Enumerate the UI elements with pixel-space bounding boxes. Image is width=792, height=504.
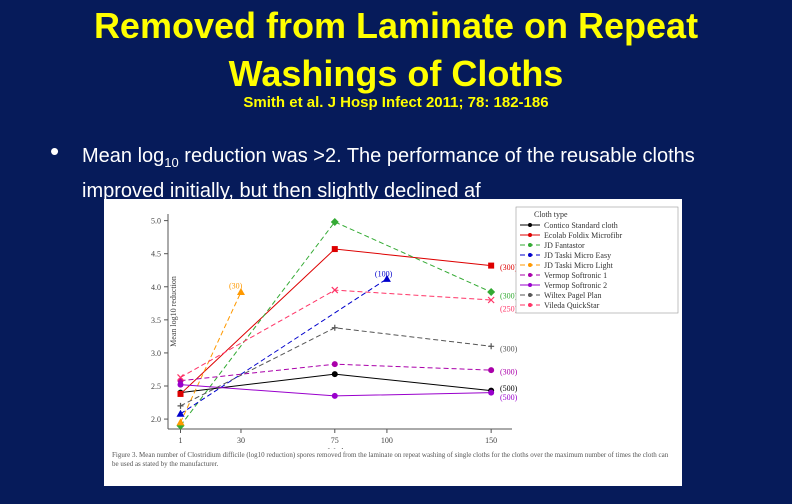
data-label: (500) [500,393,518,402]
x-tick-label: 150 [485,436,497,445]
data-label: (300) [500,367,518,376]
bullet-text-after: reduction was >2. The performance of the… [82,145,695,202]
bullet-text-before: Mean log [82,145,165,167]
legend-entry: JD Fantastor [544,241,585,250]
series-line [180,291,242,423]
citation: Smith et al. J Hosp Infect 2011; 78: 182… [243,94,549,111]
data-point [330,217,339,226]
slide-title-line-1: Removed from Laminate on Repeat [93,5,699,46]
data-label: (300) [500,344,518,353]
data-point [488,343,495,350]
legend-entry: Wiltex Pagel Plan [544,291,601,300]
legend-marker [528,273,532,277]
data-point [176,418,185,426]
x-axis-label: Washes [328,447,352,449]
data-point [331,324,338,331]
bullet-subscript: 10 [164,155,179,170]
legend-entry: Vermop Softronic 1 [544,271,607,280]
legend-marker [528,233,532,237]
legend-marker [528,283,532,287]
data-point [236,288,245,296]
y-tick-label: 3.5 [151,316,161,325]
x-tick-label: 100 [381,436,393,445]
y-tick-label: 2.5 [151,382,161,391]
line-chart: 2.0 2.5 3.0 3.5 4.0 4.5 5.0 1 30 75 100 150 Washes Me… [151,206,679,449]
legend-marker [528,243,532,247]
data-point [331,392,338,399]
y-tick-label: 3.0 [151,349,161,358]
slide-title-line-2: Washings of Cloths [228,53,564,94]
legend-entry: Vileda QuickStar [544,301,600,310]
data-point [331,361,338,368]
legend-entry: Contico Standard cloth [544,221,618,230]
legend-marker [528,253,532,257]
x-tick-label: 1 [179,436,183,445]
legend-marker [528,223,532,227]
data-label: (300) [500,263,518,272]
data-label: (500) [500,384,518,393]
legend-marker [528,293,532,297]
data-point [331,371,338,378]
data-point [331,286,339,294]
data-point [488,262,495,269]
bullet-text: Mean log10 reduction was >2. The perform… [82,142,722,205]
legend-entry: JD Taski Micro Easy [544,251,611,260]
data-point [177,381,184,388]
legend-entry: Ecolab Foldix Microfibr [544,231,623,240]
y-axis-label: Mean log10 reduction [169,276,178,347]
x-tick-label: 75 [331,436,339,445]
legend-marker [528,263,532,267]
legend-entry: JD Taski Micro Light [544,261,614,270]
data-point [331,246,338,253]
data-label: (100) [375,270,393,279]
chart-caption: Figure 3. Mean number of Clostridium dif… [112,451,669,468]
series-line [180,221,492,426]
data-label: (30) [229,281,243,290]
data-point [382,274,391,282]
data-point [177,390,184,397]
data-point [488,389,495,396]
series-line [180,278,388,415]
y-tick-label: 4.0 [151,283,161,292]
data-label: (250) [500,305,518,314]
bullet-icon: • [50,136,60,166]
data-point [177,402,184,409]
y-tick-label: 5.0 [151,217,161,226]
legend-title: Cloth type [534,210,568,219]
chart-figure: 2.0 2.5 3.0 3.5 4.0 4.5 5.0 1 30 75 100 150 Washes Me… [104,199,682,486]
y-tick-label: 4.5 [151,250,161,259]
data-point [487,288,496,297]
data-point [176,409,185,417]
data-point [488,367,495,374]
data-point [177,373,184,381]
x-tick-label: 30 [237,436,245,445]
y-tick-label: 2.0 [151,415,161,424]
legend-marker [528,303,532,307]
legend-entry: Vermop Softronic 2 [544,281,607,290]
data-label: (300) [500,291,518,300]
data-point [487,296,495,304]
legend-box [515,206,679,314]
